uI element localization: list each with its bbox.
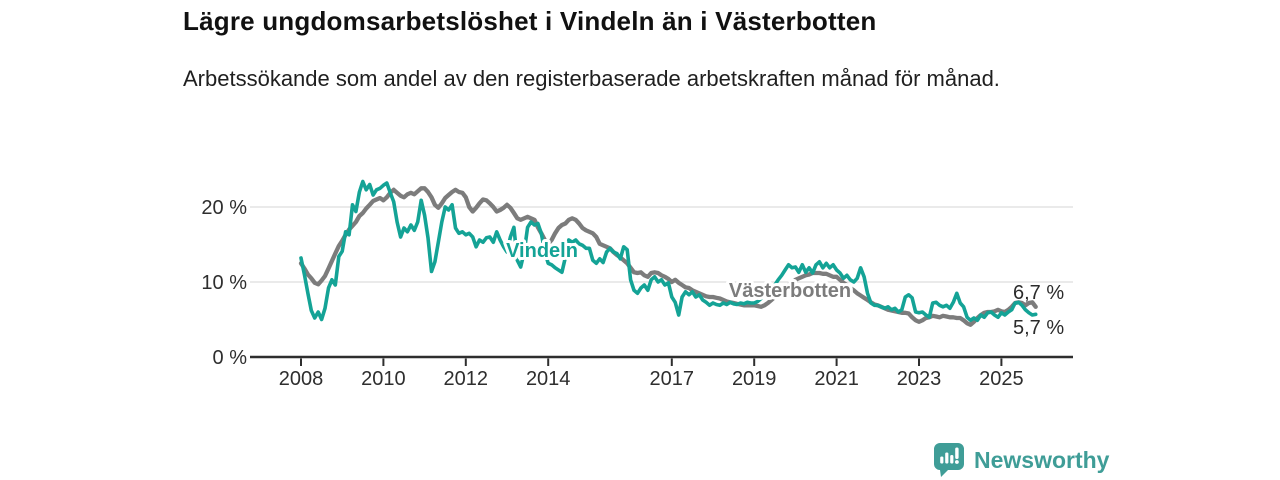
vindeln-series-label: Vindeln [506,240,578,262]
vasterbotten-line [298,186,1038,327]
bar-chart-badge-icon [934,443,964,477]
y-tick-label: 0 % [213,347,248,369]
vasterbotten-series-label: Västerbotten [729,280,851,302]
x-tick-label: 2023 [897,368,942,390]
x-tick-label: 2017 [650,368,695,390]
x-tick-label: 2025 [979,368,1024,390]
x-tick-label: 2008 [279,368,324,390]
x-tick-label: 2021 [814,368,859,390]
vasterbotten-end-value: 6,7 % [1013,282,1064,304]
vindeln-end-value: 5,7 % [1013,317,1064,339]
newsworthy-logo[interactable]: Newsworthy [934,443,1109,478]
x-tick-label: 2010 [361,368,406,390]
vindeln-line [299,179,1038,323]
y-tick-label: 20 % [201,197,247,219]
x-tick-label: 2012 [444,368,489,390]
brand-name: Newsworthy [974,447,1110,473]
x-tick-label: 2019 [732,368,777,390]
x-tick-label: 2014 [526,368,571,390]
page-title: Lägre ungdomsarbetslöshet i Vindeln än i… [183,6,877,36]
chart-subtitle: Arbetssökande som andel av den registerb… [183,66,1000,91]
y-tick-label: 10 % [201,272,247,294]
